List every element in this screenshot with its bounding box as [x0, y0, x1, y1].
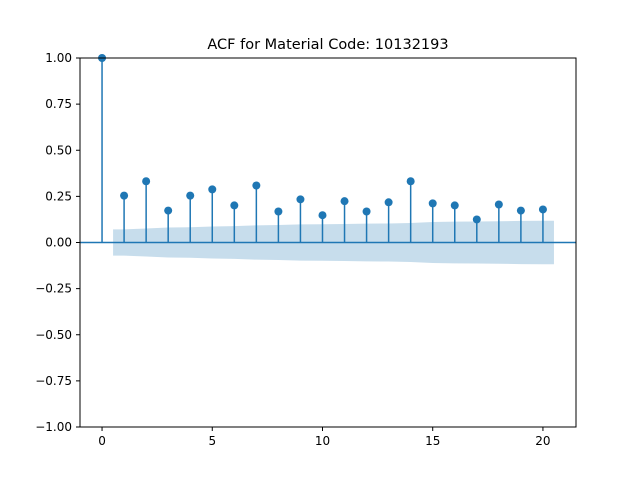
y-tick-label: −0.75 — [35, 374, 72, 388]
acf-marker-lag-2 — [142, 177, 151, 186]
acf-marker-lag-19 — [516, 206, 525, 215]
acf-marker-lag-14 — [406, 177, 415, 186]
y-tick-label: 0.50 — [45, 143, 72, 157]
acf-marker-lag-17 — [472, 215, 481, 224]
acf-marker-lag-15 — [428, 199, 437, 208]
acf-marker-lag-8 — [274, 207, 283, 216]
y-tick-label: −0.50 — [35, 328, 72, 342]
acf-marker-lag-3 — [164, 206, 173, 215]
acf-marker-lag-6 — [230, 201, 239, 210]
acf-marker-lag-20 — [538, 205, 547, 214]
x-tick-label: 5 — [208, 434, 216, 448]
markers-layer — [98, 54, 547, 224]
x-tick-label: 20 — [535, 434, 550, 448]
acf-marker-lag-18 — [494, 200, 503, 209]
y-axis: 1.00 0.75 0.50 0.25 0.00 −0.25 −0.50 −0.75 −1.00 — [35, 51, 80, 434]
y-tick-label: 0.00 — [45, 236, 72, 250]
x-tick-label: 0 — [98, 434, 106, 448]
y-tick-label: 1.00 — [45, 51, 72, 65]
acf-marker-lag-11 — [340, 197, 349, 206]
acf-marker-lag-13 — [384, 198, 393, 207]
chart-title: ACF for Material Code: 10132193 — [207, 37, 448, 53]
y-tick-label: 0.25 — [45, 189, 72, 203]
x-tick-label: 15 — [425, 434, 440, 448]
acf-marker-lag-9 — [296, 195, 305, 204]
acf-marker-lag-5 — [208, 185, 217, 194]
acf-marker-lag-7 — [252, 181, 261, 190]
y-tick-label: 0.75 — [45, 97, 72, 111]
acf-marker-lag-10 — [318, 211, 327, 220]
acf-marker-lag-1 — [120, 191, 129, 200]
stems-layer — [101, 58, 544, 243]
acf-marker-lag-12 — [362, 207, 371, 216]
y-tick-label: −1.00 — [35, 420, 72, 434]
acf-marker-lag-4 — [186, 191, 195, 200]
x-axis: 0 5 10 15 20 — [98, 427, 551, 448]
y-tick-label: −0.25 — [35, 282, 72, 296]
acf-marker-lag-16 — [450, 201, 459, 210]
x-tick-label: 10 — [315, 434, 330, 448]
